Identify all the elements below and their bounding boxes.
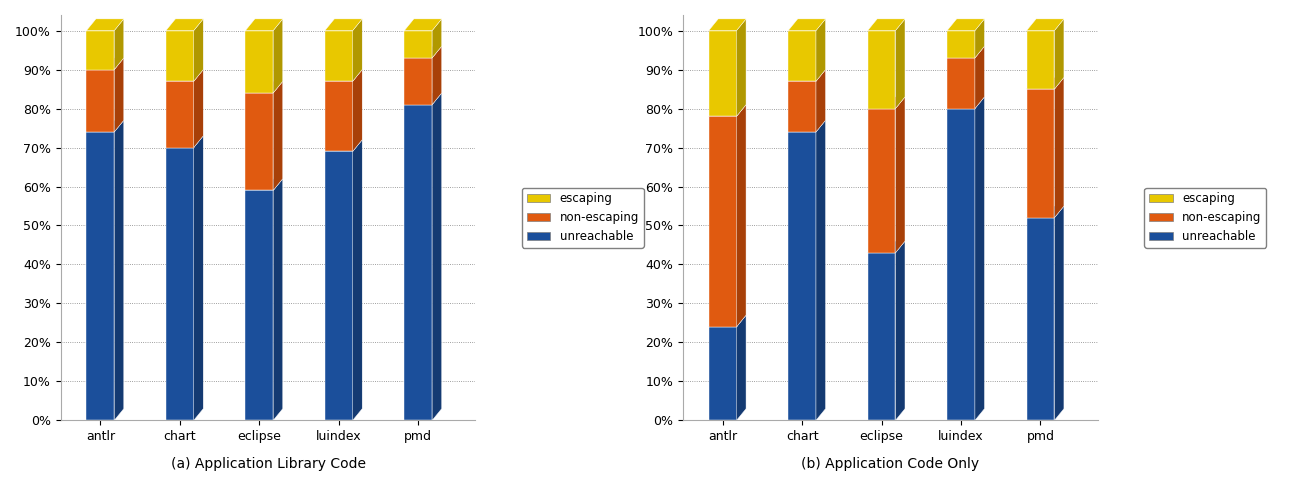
Polygon shape	[868, 241, 905, 253]
Polygon shape	[1026, 206, 1064, 218]
Polygon shape	[709, 116, 737, 327]
Polygon shape	[352, 140, 362, 420]
Polygon shape	[1026, 218, 1055, 420]
Polygon shape	[166, 31, 194, 81]
Polygon shape	[352, 19, 362, 81]
Polygon shape	[166, 69, 203, 81]
Polygon shape	[737, 19, 746, 116]
Polygon shape	[325, 69, 362, 81]
Polygon shape	[788, 19, 826, 31]
Polygon shape	[194, 69, 203, 148]
Polygon shape	[325, 31, 352, 81]
Polygon shape	[868, 31, 895, 108]
Polygon shape	[166, 148, 194, 420]
Polygon shape	[404, 19, 442, 31]
Polygon shape	[895, 97, 905, 253]
Polygon shape	[868, 108, 895, 253]
Legend: escaping, non-escaping, unreachable: escaping, non-escaping, unreachable	[522, 188, 644, 248]
Polygon shape	[709, 104, 746, 116]
Polygon shape	[433, 19, 442, 58]
Polygon shape	[433, 93, 442, 420]
Polygon shape	[273, 19, 283, 93]
Polygon shape	[868, 97, 905, 108]
Polygon shape	[947, 31, 976, 58]
Polygon shape	[433, 46, 442, 104]
Polygon shape	[325, 140, 362, 152]
Polygon shape	[1026, 19, 1064, 31]
Polygon shape	[947, 108, 976, 420]
Polygon shape	[1026, 31, 1055, 89]
Polygon shape	[194, 136, 203, 420]
Polygon shape	[1055, 19, 1064, 89]
Polygon shape	[709, 19, 746, 31]
Polygon shape	[947, 46, 985, 58]
Polygon shape	[709, 315, 746, 327]
Polygon shape	[895, 241, 905, 420]
Polygon shape	[166, 136, 203, 148]
Polygon shape	[788, 69, 826, 81]
Polygon shape	[1026, 89, 1055, 218]
Polygon shape	[895, 19, 905, 108]
Polygon shape	[788, 31, 816, 81]
Polygon shape	[404, 31, 433, 58]
Polygon shape	[816, 19, 826, 81]
Polygon shape	[246, 81, 283, 93]
Polygon shape	[737, 315, 746, 420]
Polygon shape	[87, 132, 114, 420]
Polygon shape	[404, 104, 433, 420]
Polygon shape	[114, 58, 123, 132]
Polygon shape	[87, 69, 114, 132]
Polygon shape	[868, 253, 895, 420]
Polygon shape	[114, 19, 123, 69]
Polygon shape	[273, 179, 283, 420]
Polygon shape	[166, 19, 203, 31]
Polygon shape	[788, 120, 826, 132]
Polygon shape	[87, 19, 123, 31]
Polygon shape	[114, 120, 123, 420]
Polygon shape	[246, 179, 283, 191]
Polygon shape	[816, 69, 826, 132]
Polygon shape	[737, 104, 746, 327]
Polygon shape	[404, 46, 442, 58]
Polygon shape	[87, 58, 123, 69]
Polygon shape	[788, 132, 816, 420]
Polygon shape	[166, 81, 194, 148]
Polygon shape	[976, 46, 985, 108]
Polygon shape	[947, 97, 985, 108]
Polygon shape	[246, 19, 283, 31]
Polygon shape	[404, 93, 442, 104]
Legend: escaping, non-escaping, unreachable: escaping, non-escaping, unreachable	[1144, 188, 1267, 248]
Polygon shape	[246, 93, 273, 191]
X-axis label: (a) Application Library Code: (a) Application Library Code	[170, 457, 365, 471]
Polygon shape	[1055, 77, 1064, 218]
Polygon shape	[87, 120, 123, 132]
Polygon shape	[246, 31, 273, 93]
Polygon shape	[194, 19, 203, 81]
Polygon shape	[87, 31, 114, 69]
Polygon shape	[1055, 206, 1064, 420]
Polygon shape	[325, 81, 352, 152]
Polygon shape	[325, 152, 352, 420]
Polygon shape	[325, 19, 362, 31]
Polygon shape	[352, 69, 362, 152]
Polygon shape	[976, 97, 985, 420]
Polygon shape	[947, 19, 985, 31]
Polygon shape	[246, 191, 273, 420]
Polygon shape	[788, 81, 816, 132]
Polygon shape	[947, 58, 976, 108]
Polygon shape	[1026, 77, 1064, 89]
Polygon shape	[709, 327, 737, 420]
Polygon shape	[404, 58, 433, 104]
Polygon shape	[868, 19, 905, 31]
Polygon shape	[273, 81, 283, 191]
Polygon shape	[976, 19, 985, 58]
Polygon shape	[816, 120, 826, 420]
X-axis label: (b) Application Code Only: (b) Application Code Only	[801, 457, 979, 471]
Polygon shape	[709, 31, 737, 116]
